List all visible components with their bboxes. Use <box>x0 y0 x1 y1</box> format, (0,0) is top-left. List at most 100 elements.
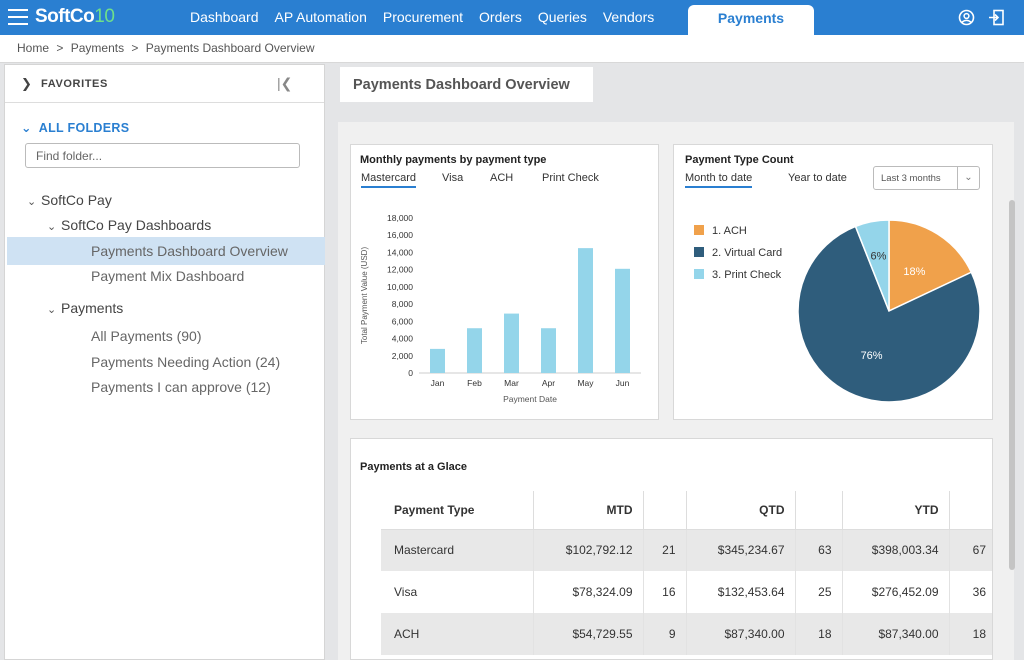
dashboard-content: Monthly payments by payment type Masterc… <box>338 122 1015 660</box>
user-profile-icon[interactable] <box>958 9 975 26</box>
x-tick-label: Jan <box>431 378 445 388</box>
menu-icon[interactable] <box>8 9 28 25</box>
breadcrumb-home[interactable]: Home <box>17 41 50 55</box>
bar-may <box>578 248 593 373</box>
cell-mtd-count: 21 <box>643 529 687 571</box>
pie-slice-virtual-card <box>797 225 981 403</box>
cell-ytd-count: 18 <box>949 613 992 655</box>
tree-item-payments-dashboard-overview[interactable]: Payments Dashboard Overview <box>91 243 288 259</box>
y-tick-label: 8,000 <box>392 299 414 309</box>
cell-qtd-count: 18 <box>795 613 843 655</box>
x-tick-label: Jun <box>616 378 630 388</box>
cell-mtd: $102,792.12 <box>533 529 644 571</box>
legend-swatch <box>694 269 704 279</box>
x-tick-label: Apr <box>542 378 555 388</box>
bar-jan <box>430 348 445 373</box>
y-tick-label: 10,000 <box>387 282 413 292</box>
cell-qtd: $345,234.67 <box>686 529 796 571</box>
tree-item-softco-pay-dashboards[interactable]: ⌄ SoftCo Pay Dashboards <box>47 217 212 233</box>
pie-data-label: 76% <box>861 350 883 362</box>
pie-slice-print-check <box>854 219 890 312</box>
table-row[interactable]: Mastercard $102,792.12 21 $345,234.67 63… <box>381 529 992 571</box>
nav-payments-active[interactable]: Payments <box>688 5 814 35</box>
monthly-payments-card: Monthly payments by payment type Masterc… <box>350 144 659 420</box>
collapse-sidebar-icon[interactable]: |❮ <box>277 75 293 91</box>
column-header-ytd: YTD <box>842 491 950 530</box>
y-tick-label: 4,000 <box>392 334 414 344</box>
y-tick-label: 6,000 <box>392 316 414 326</box>
all-folders-label: ALL FOLDERS <box>38 121 130 135</box>
y-tick-label: 2,000 <box>392 351 414 361</box>
breadcrumb-current: Payments Dashboard Overview <box>145 41 315 55</box>
nav-procurement[interactable]: Procurement <box>382 9 464 25</box>
x-tick-label: Mar <box>504 378 519 388</box>
nav-queries[interactable]: Queries <box>537 9 587 25</box>
tree-item-payments[interactable]: ⌄ Payments <box>47 300 124 316</box>
y-tick-label: 18,000 <box>387 213 413 223</box>
cell-qtd: $87,340.00 <box>686 613 796 655</box>
tree-selection-highlight <box>7 237 325 265</box>
nav-orders[interactable]: Orders <box>479 9 522 25</box>
tree-item-payments-i-can-approve[interactable]: Payments I can approve (12) <box>91 379 271 395</box>
legend-swatch <box>694 247 704 257</box>
table-row[interactable]: Visa $78,324.09 16 $132,453.64 25 $276,4… <box>381 571 992 613</box>
y-tick-label: 14,000 <box>387 247 413 257</box>
date-range-select[interactable]: Last 3 months ⌄ <box>873 166 980 190</box>
payment-type-pie-chart: 18% 76% 6% <box>797 219 981 403</box>
tab-print-check[interactable]: Print Check <box>542 172 599 184</box>
legend-swatch <box>694 225 704 235</box>
tree-item-softco-pay[interactable]: ⌄ SoftCo Pay <box>27 192 112 208</box>
x-axis-label: Payment Date <box>503 394 557 404</box>
tab-mastercard[interactable]: Mastercard <box>361 172 417 188</box>
all-folders-toggle[interactable]: ⌄ ALL FOLDERS <box>21 120 129 135</box>
y-tick-label: 16,000 <box>387 230 413 240</box>
cell-mtd-count: 16 <box>643 571 687 613</box>
y-tick-label: 12,000 <box>387 265 413 275</box>
tab-year-to-date[interactable]: Year to date <box>788 172 847 184</box>
cell-mtd: $54,729.55 <box>533 613 644 655</box>
tree-item-payments-needing-action[interactable]: Payments Needing Action (24) <box>91 354 281 370</box>
chevron-down-icon: ⌄ <box>27 196 37 208</box>
monthly-payments-title: Monthly payments by payment type <box>360 154 547 166</box>
cell-ytd: $87,340.00 <box>842 613 950 655</box>
table-row[interactable]: ACH $54,729.55 9 $87,340.00 18 $87,340.0… <box>381 613 992 655</box>
chevron-down-icon: ⌄ <box>47 304 57 316</box>
payments-summary-table: Payment Type MTD QTD YTD Mastercard $102… <box>381 491 992 655</box>
nav-ap-automation[interactable]: AP Automation <box>274 9 367 25</box>
tab-payments-dashboard-overview[interactable]: Payments Dashboard Overview <box>340 67 593 102</box>
tab-ach[interactable]: ACH <box>490 172 514 184</box>
column-header-qtd: QTD <box>686 491 796 530</box>
chevron-down-icon: ⌄ <box>21 121 32 135</box>
tab-month-to-date[interactable]: Month to date <box>685 172 753 188</box>
pie-data-label: 6% <box>870 251 886 263</box>
payments-at-a-glance-card: Payments at a Glace Payment Type MTD QTD… <box>350 438 993 660</box>
cell-mtd-count: 9 <box>643 613 687 655</box>
chevron-down-icon[interactable]: ⌄ <box>957 167 979 189</box>
cell-payment-type: Visa <box>381 571 534 613</box>
tree-item-all-payments[interactable]: All Payments (90) <box>91 328 202 344</box>
column-header-payment-type: Payment Type <box>381 491 534 530</box>
chevron-right-icon[interactable]: ❯ <box>21 76 32 91</box>
top-navigation-bar: SoftCo10 Dashboard AP Automation Procure… <box>0 0 1024 35</box>
nav-vendors[interactable]: Vendors <box>602 9 655 25</box>
main-nav: Dashboard AP Automation Procurement Orde… <box>190 0 670 35</box>
favorites-label: FAVORITES <box>41 78 108 90</box>
breadcrumb-separator: > <box>131 41 139 55</box>
content-scrollbar[interactable] <box>1009 200 1015 570</box>
cell-qtd-count: 63 <box>795 529 843 571</box>
column-header-mtd: MTD <box>533 491 644 530</box>
favorites-bar[interactable]: ❯ FAVORITES |❮ <box>5 65 324 103</box>
nav-dashboard[interactable]: Dashboard <box>190 9 259 25</box>
payment-type-count-card: Payment Type Count Month to date Year to… <box>673 144 993 420</box>
app-logo[interactable]: SoftCo10 <box>35 6 115 27</box>
cell-ytd-count: 36 <box>972 585 986 599</box>
find-folder-input[interactable] <box>25 143 300 168</box>
tab-visa[interactable]: Visa <box>442 172 464 184</box>
tree-item-payment-mix-dashboard[interactable]: Payment Mix Dashboard <box>91 268 245 284</box>
table-header-row: Payment Type MTD QTD YTD <box>381 491 992 530</box>
cell-ytd: $398,003.34 <box>842 529 950 571</box>
logout-icon[interactable] <box>988 9 1005 26</box>
breadcrumb-payments[interactable]: Payments <box>70 41 125 55</box>
column-header-mtd-count <box>643 491 687 530</box>
pie-data-label: 18% <box>903 266 925 278</box>
